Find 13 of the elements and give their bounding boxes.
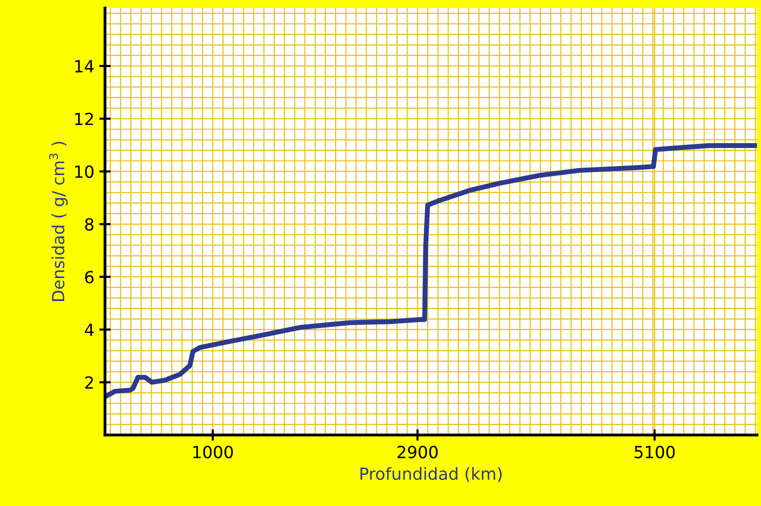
y-tick-label: 10 <box>75 165 94 178</box>
line-series <box>105 143 757 399</box>
x-axis-title: Profundidad (km) <box>360 467 502 482</box>
x-tick-label: 2900 <box>398 446 438 458</box>
y-tick-label: 6 <box>85 270 94 284</box>
x-tick-label: 5100 <box>634 446 675 458</box>
y-tick-label: 2 <box>85 376 93 389</box>
y-tick-label: 4 <box>84 324 94 336</box>
y-tick-label: 14 <box>75 60 94 72</box>
y-tick-label: 12 <box>75 112 93 126</box>
y-axis-title: Densidad ( g/ cm$^{3}$ ) <box>49 142 68 301</box>
x-tick-label: 1000 <box>193 446 233 458</box>
y-tick-label: 8 <box>85 218 94 231</box>
